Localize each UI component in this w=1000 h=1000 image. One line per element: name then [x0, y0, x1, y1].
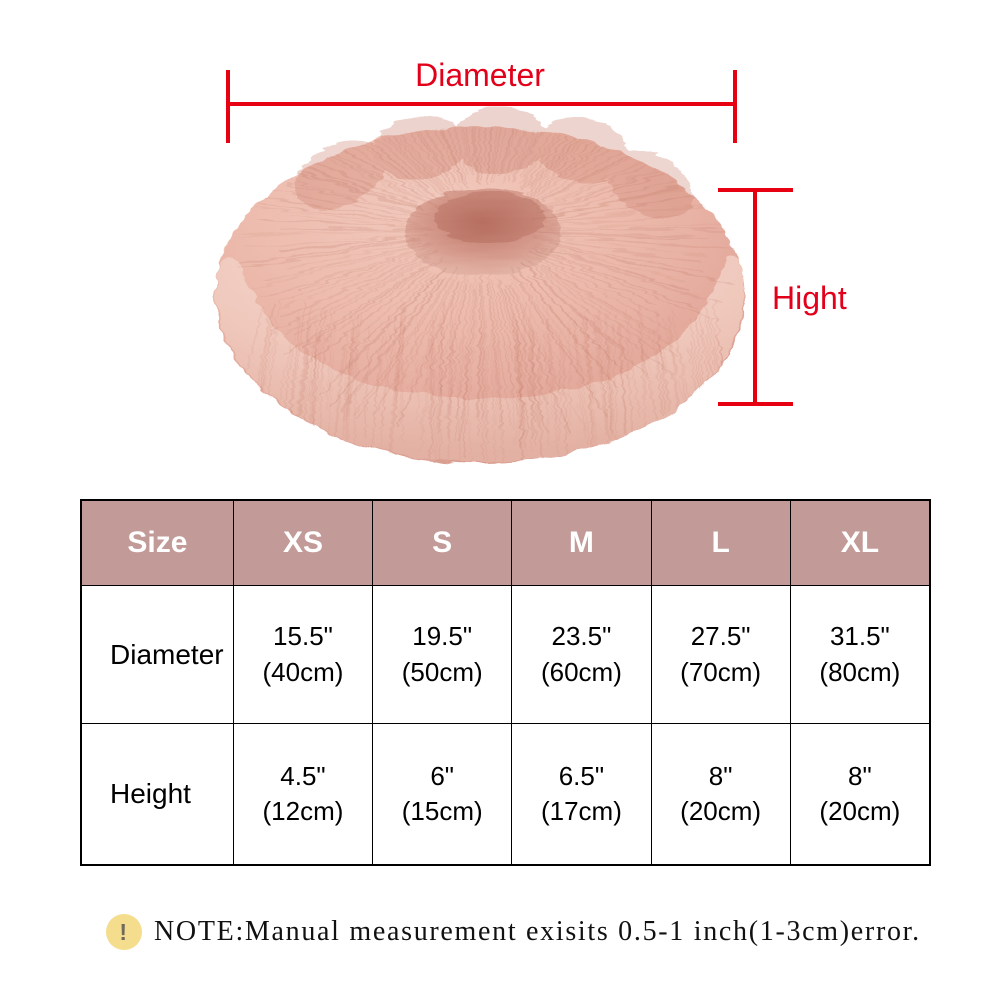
svg-text:Diameter: Diameter [415, 57, 545, 93]
svg-text:Hight: Hight [772, 280, 847, 316]
